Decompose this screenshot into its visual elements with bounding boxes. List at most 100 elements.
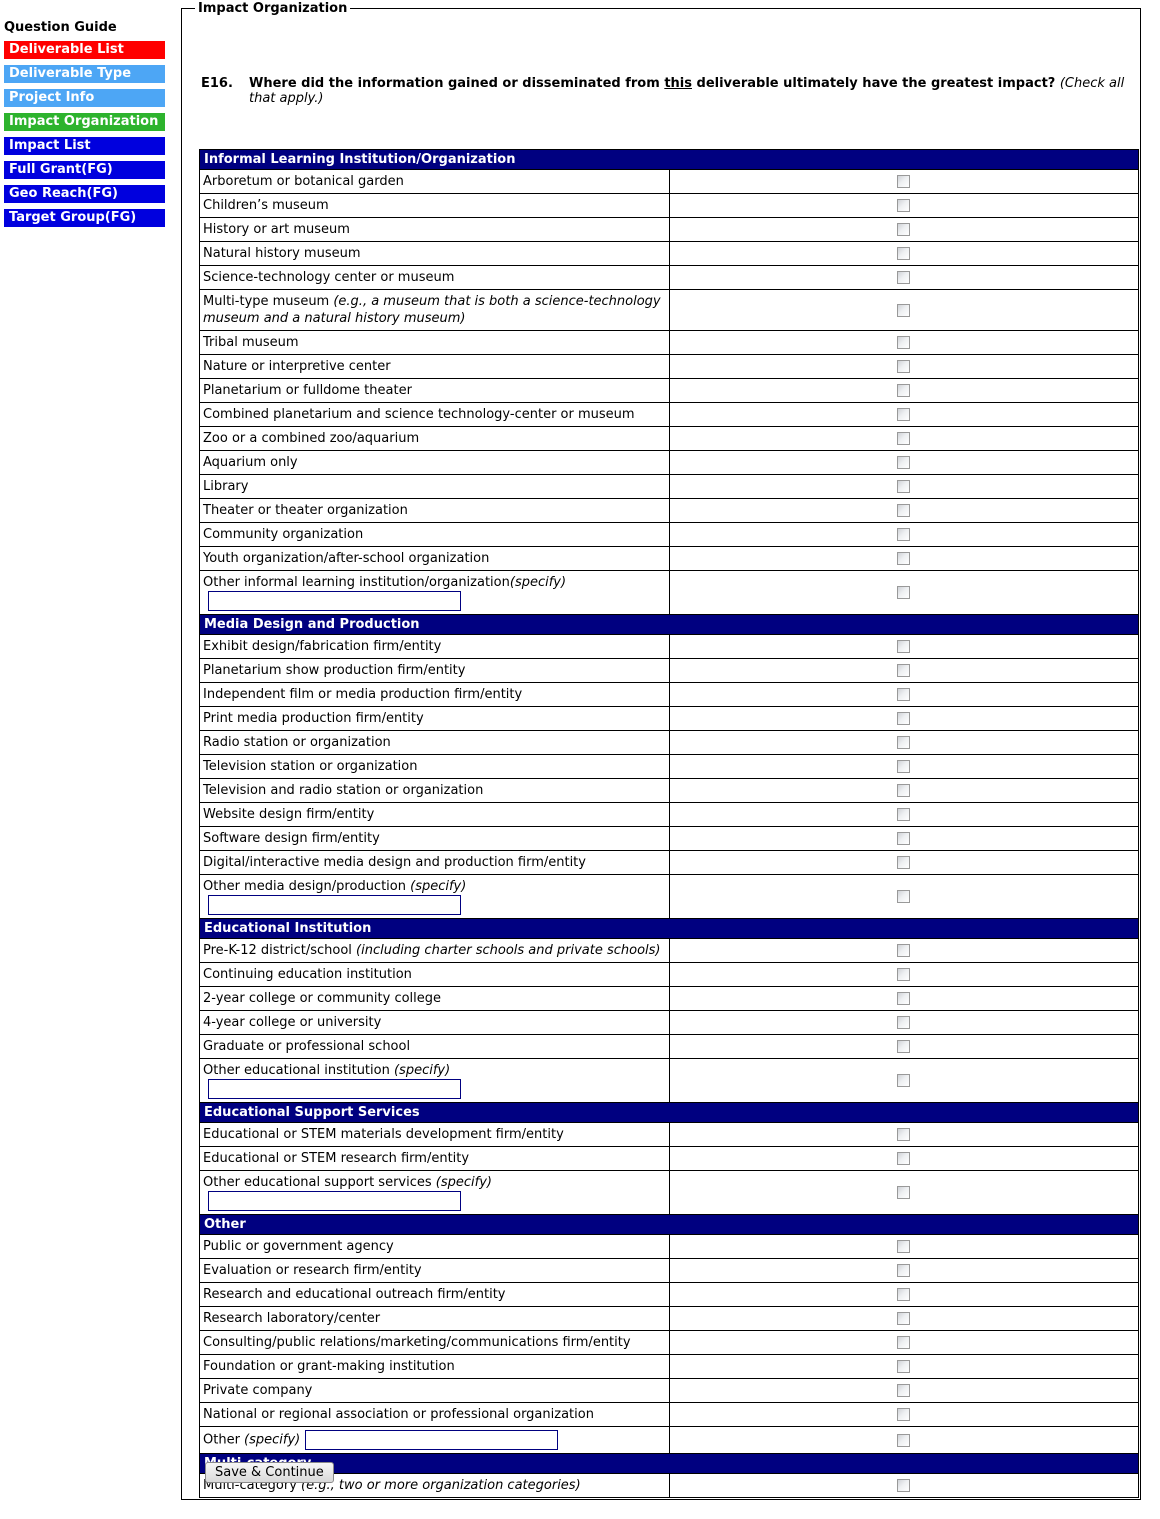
row-label: Print media production firm/entity: [203, 711, 424, 726]
checkbox[interactable]: [897, 271, 911, 284]
table-row: Tribal museum: [199, 330, 1139, 355]
specify-input[interactable]: [208, 1079, 461, 1099]
row-label-cell: Digital/interactive media design and pro…: [199, 850, 670, 875]
checkbox[interactable]: [897, 528, 911, 541]
checkbox-cell: [668, 402, 1139, 427]
checkbox[interactable]: [897, 199, 911, 212]
table-row: Pre-K-12 district/school (including char…: [199, 938, 1139, 963]
checkbox[interactable]: [897, 1016, 911, 1029]
checkbox[interactable]: [897, 968, 911, 981]
checkbox[interactable]: [897, 336, 911, 349]
checkbox[interactable]: [897, 688, 911, 701]
row-note: (e.g., two or more organization categori…: [296, 1478, 581, 1493]
section-header-row-other: Other: [199, 1214, 1139, 1235]
sidebar-item-geo-reach-fg[interactable]: Geo Reach(FG): [4, 185, 165, 203]
row-label-cell: Other media design/production (specify): [199, 874, 670, 919]
checkbox-cell: [668, 1146, 1139, 1171]
checkbox[interactable]: [897, 1040, 911, 1053]
row-label: Website design firm/entity: [203, 807, 375, 822]
checkbox-cell: [668, 354, 1139, 379]
specify-input[interactable]: [305, 1430, 559, 1450]
section-header-row-educational-institution: Educational Institution: [199, 918, 1139, 939]
sidebar-title: Question Guide: [4, 20, 117, 35]
checkbox[interactable]: [897, 586, 911, 599]
row-label: Planetarium or fulldome theater: [203, 383, 412, 398]
row-label-cell: Pre-K-12 district/school (including char…: [199, 938, 670, 963]
checkbox[interactable]: [897, 1186, 911, 1199]
question-text-after: deliverable ultimately have the greatest…: [691, 76, 1060, 91]
checkbox[interactable]: [897, 480, 911, 493]
table-row: Radio station or organization: [199, 730, 1139, 755]
row-label: Consulting/public relations/marketing/co…: [203, 1335, 631, 1350]
sidebar-item-impact-organization[interactable]: Impact Organization: [4, 113, 165, 131]
checkbox-cell: [668, 1170, 1139, 1215]
checkbox[interactable]: [897, 712, 911, 725]
checkbox[interactable]: [897, 784, 911, 797]
row-label-cell: Print media production firm/entity: [199, 706, 670, 731]
checkbox[interactable]: [897, 223, 911, 236]
checkbox[interactable]: [897, 1128, 911, 1141]
row-label: Private company: [203, 1383, 313, 1398]
checkbox[interactable]: [897, 1288, 911, 1301]
checkbox[interactable]: [897, 360, 911, 373]
checkbox[interactable]: [897, 736, 911, 749]
checkbox-cell: [668, 498, 1139, 523]
checkbox[interactable]: [897, 247, 911, 260]
checkbox[interactable]: [897, 1360, 911, 1373]
checkbox[interactable]: [897, 1479, 911, 1492]
checkbox[interactable]: [897, 303, 911, 317]
checkbox[interactable]: [897, 1264, 911, 1277]
checkbox-cell: [668, 570, 1139, 615]
checkbox[interactable]: [897, 552, 911, 565]
checkbox[interactable]: [897, 856, 911, 869]
sidebar-item-impact-list[interactable]: Impact List: [4, 137, 165, 155]
checkbox[interactable]: [897, 760, 911, 773]
checkbox[interactable]: [897, 1408, 911, 1421]
checkbox[interactable]: [897, 1240, 911, 1253]
section-header-row-educational-support-services: Educational Support Services: [199, 1102, 1139, 1123]
checkbox-cell: [668, 1426, 1139, 1454]
checkbox[interactable]: [897, 640, 911, 653]
specify-input[interactable]: [208, 895, 461, 915]
table-row: Television station or organization: [199, 754, 1139, 779]
specify-input[interactable]: [208, 591, 461, 611]
sidebar-item-deliverable-list[interactable]: Deliverable List: [4, 41, 165, 59]
sidebar-item-target-group-fg[interactable]: Target Group(FG): [4, 209, 165, 227]
checkbox[interactable]: [897, 944, 911, 957]
save-continue-button[interactable]: Save & Continue: [205, 1462, 334, 1483]
row-label-cell: Television station or organization: [199, 754, 670, 779]
checkbox[interactable]: [897, 890, 911, 903]
checkbox[interactable]: [897, 832, 911, 845]
checkbox[interactable]: [897, 1152, 911, 1165]
sidebar-item-deliverable-type[interactable]: Deliverable Type: [4, 65, 165, 83]
checkbox[interactable]: [897, 456, 911, 469]
row-label-cell: Other educational support services (spec…: [199, 1170, 670, 1215]
row-label: History or art museum: [203, 222, 350, 237]
checkbox[interactable]: [897, 1312, 911, 1325]
row-label: Natural history museum: [203, 246, 361, 261]
row-label-cell: History or art museum: [199, 217, 670, 242]
checkbox[interactable]: [897, 808, 911, 821]
checkbox[interactable]: [897, 1336, 911, 1349]
checkbox[interactable]: [897, 1074, 911, 1087]
checkbox[interactable]: [897, 664, 911, 677]
checkbox-cell: [668, 682, 1139, 707]
table-row: Children’s museum: [199, 193, 1139, 218]
specify-input[interactable]: [208, 1191, 461, 1211]
checkbox[interactable]: [897, 1384, 911, 1397]
checkbox[interactable]: [897, 1433, 911, 1447]
checkbox[interactable]: [897, 408, 911, 421]
sidebar-item-full-grant-fg[interactable]: Full Grant(FG): [4, 161, 165, 179]
row-label: National or regional association or prof…: [203, 1407, 594, 1422]
row-label-cell: Website design firm/entity: [199, 802, 670, 827]
checkbox-cell: [668, 1473, 1139, 1498]
row-label-cell: Continuing education institution: [199, 962, 670, 987]
checkbox[interactable]: [897, 504, 911, 517]
sidebar-item-project-info[interactable]: Project Info: [4, 89, 165, 107]
checkbox[interactable]: [897, 992, 911, 1005]
checkbox[interactable]: [897, 432, 911, 445]
checkbox[interactable]: [897, 175, 911, 188]
checkbox[interactable]: [897, 384, 911, 397]
table-row: Independent film or media production fir…: [199, 682, 1139, 707]
row-label-cell: Science-technology center or museum: [199, 265, 670, 290]
